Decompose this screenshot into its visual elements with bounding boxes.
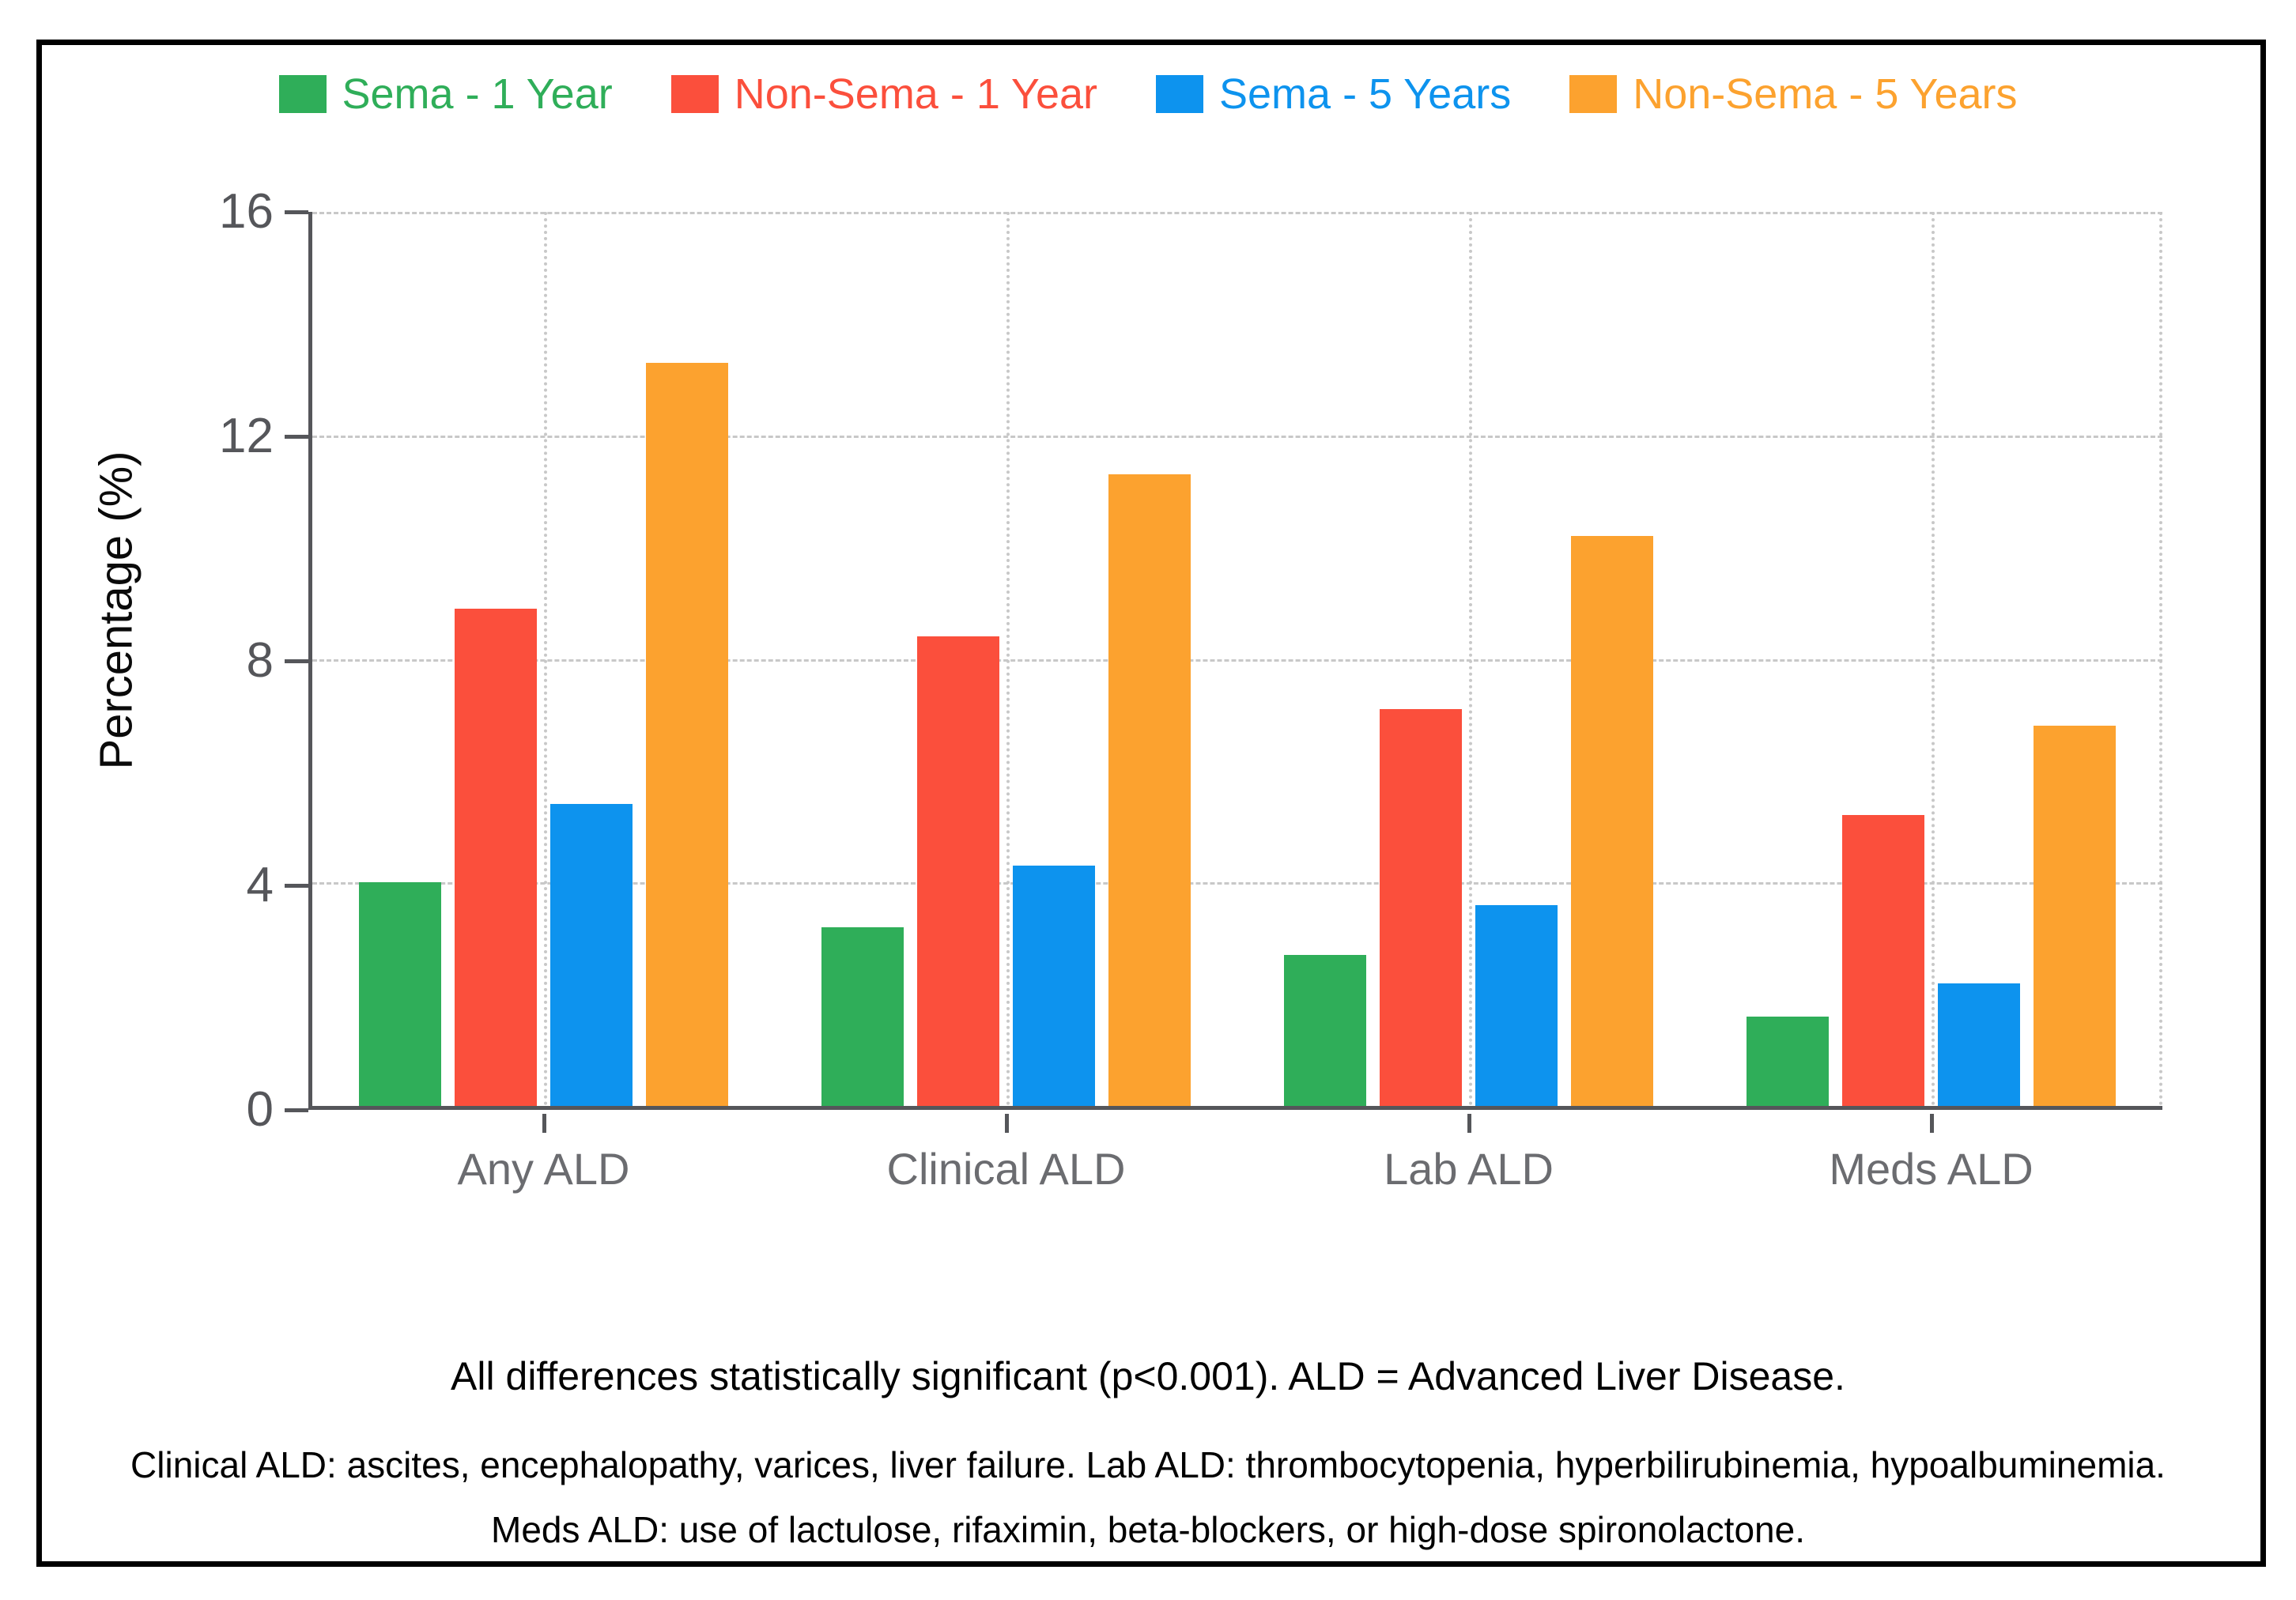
bar-sema-1-year-meds-ald[interactable] <box>1747 1016 1829 1106</box>
gridline-y-4 <box>312 882 2162 885</box>
y-tick-mark <box>285 1108 308 1112</box>
legend-swatch-icon <box>278 75 327 113</box>
bar-non-sema-5-years-any-ald[interactable] <box>646 362 728 1106</box>
bar-sema-1-year-clinical-ald[interactable] <box>821 926 904 1106</box>
bar-sema-5-years-clinical-ald[interactable] <box>1013 866 1095 1106</box>
legend-swatch-icon <box>1156 75 1203 113</box>
gridline-y-12 <box>312 435 2162 438</box>
legend-item-sema-5-years[interactable]: Sema - 5 Years <box>1156 73 1511 115</box>
bar-groups <box>312 212 2162 1106</box>
bar-non-sema-5-years-clinical-ald[interactable] <box>1108 474 1191 1106</box>
x-category-label-any-ald: Any ALD <box>457 1144 630 1194</box>
x-axis-category-labels: Any ALD Clinical ALD Lab ALD Meds ALD <box>312 1143 2162 1194</box>
bar-non-sema-1-year-meds-ald[interactable] <box>1842 815 1924 1106</box>
x-category-label-meds-ald: Meds ALD <box>1829 1144 2034 1194</box>
legend-item-non-sema-5-years[interactable]: Non-Sema - 5 Years <box>1569 70 2018 118</box>
legend-label: Sema - 5 Years <box>1219 70 1512 118</box>
gridline-y-16 <box>312 212 2162 214</box>
bar-group-any-ald <box>312 212 775 1106</box>
footnote-significance: All differences statistically significan… <box>451 1354 1845 1398</box>
bar-non-sema-5-years-meds-ald[interactable] <box>2034 726 2116 1106</box>
plot-area <box>308 212 2162 1110</box>
legend-swatch-icon <box>670 75 719 113</box>
bar-non-sema-1-year-any-ald[interactable] <box>455 608 537 1106</box>
bar-non-sema-5-years-lab-ald[interactable] <box>1571 536 1653 1106</box>
bar-non-sema-1-year-lab-ald[interactable] <box>1380 709 1462 1106</box>
gridline-x-clinical-ald <box>1006 212 1010 1106</box>
chart-legend: Sema - 1 Year Non-Sema - 1 Year Sema - 5… <box>0 73 2296 115</box>
y-tick-label-4: 4 <box>246 858 274 912</box>
legend-item-sema-1-year[interactable]: Sema - 1 Year <box>278 70 613 118</box>
y-tick-mark <box>285 659 308 663</box>
legend-label: Non-Sema - 5 Years <box>1633 70 2018 118</box>
y-tick-mark <box>285 884 308 888</box>
bar-group-meds-ald <box>1700 212 2162 1106</box>
y-tick-label-16: 16 <box>219 184 274 239</box>
gridline-y-8 <box>312 658 2162 662</box>
x-category-label-lab-ald: Lab ALD <box>1384 1144 1554 1194</box>
y-tick-mark <box>285 210 308 214</box>
legend-label: Non-Sema - 1 Year <box>734 70 1097 118</box>
footnote-definitions-2: Meds ALD: use of lactulose, rifaximin, b… <box>491 1509 1805 1550</box>
x-tick-mark-meds-ald <box>1929 1114 1934 1133</box>
y-tick-label-0: 0 <box>246 1082 274 1137</box>
footnote-definitions-1: Clinical ALD: ascites, encephalopathy, v… <box>130 1444 2166 1485</box>
x-tick-mark-clinical-ald <box>1004 1114 1009 1133</box>
x-category-label-clinical-ald: Clinical ALD <box>886 1144 1126 1194</box>
legend-item-non-sema-1-year[interactable]: Non-Sema - 1 Year <box>670 70 1097 118</box>
bar-sema-1-year-any-ald[interactable] <box>359 882 441 1106</box>
x-tick-mark-any-ald <box>542 1114 546 1133</box>
y-tick-label-8: 8 <box>246 633 274 688</box>
bar-group-lab-ald <box>1237 212 1700 1106</box>
bar-sema-5-years-any-ald[interactable] <box>550 804 633 1106</box>
gridline-x-meds-ald <box>1931 212 1935 1106</box>
bar-sema-5-years-meds-ald[interactable] <box>1938 983 2020 1106</box>
bar-sema-5-years-lab-ald[interactable] <box>1475 904 1558 1106</box>
bar-sema-1-year-lab-ald[interactable] <box>1284 955 1366 1106</box>
gridline-x-lab-ald <box>1468 212 1472 1106</box>
legend-label: Sema - 1 Year <box>342 70 613 118</box>
y-tick-label-12: 12 <box>219 409 274 463</box>
x-tick-mark-lab-ald <box>1467 1114 1471 1133</box>
bar-group-clinical-ald <box>775 212 1237 1106</box>
bar-non-sema-1-year-clinical-ald[interactable] <box>917 636 999 1106</box>
gridline-x-right-edge <box>2159 212 2162 1106</box>
y-tick-mark <box>285 435 308 439</box>
legend-swatch-icon <box>1569 75 1618 113</box>
y-axis-title: Percentage (%) <box>90 451 142 770</box>
gridline-x-any-ald <box>543 212 547 1106</box>
